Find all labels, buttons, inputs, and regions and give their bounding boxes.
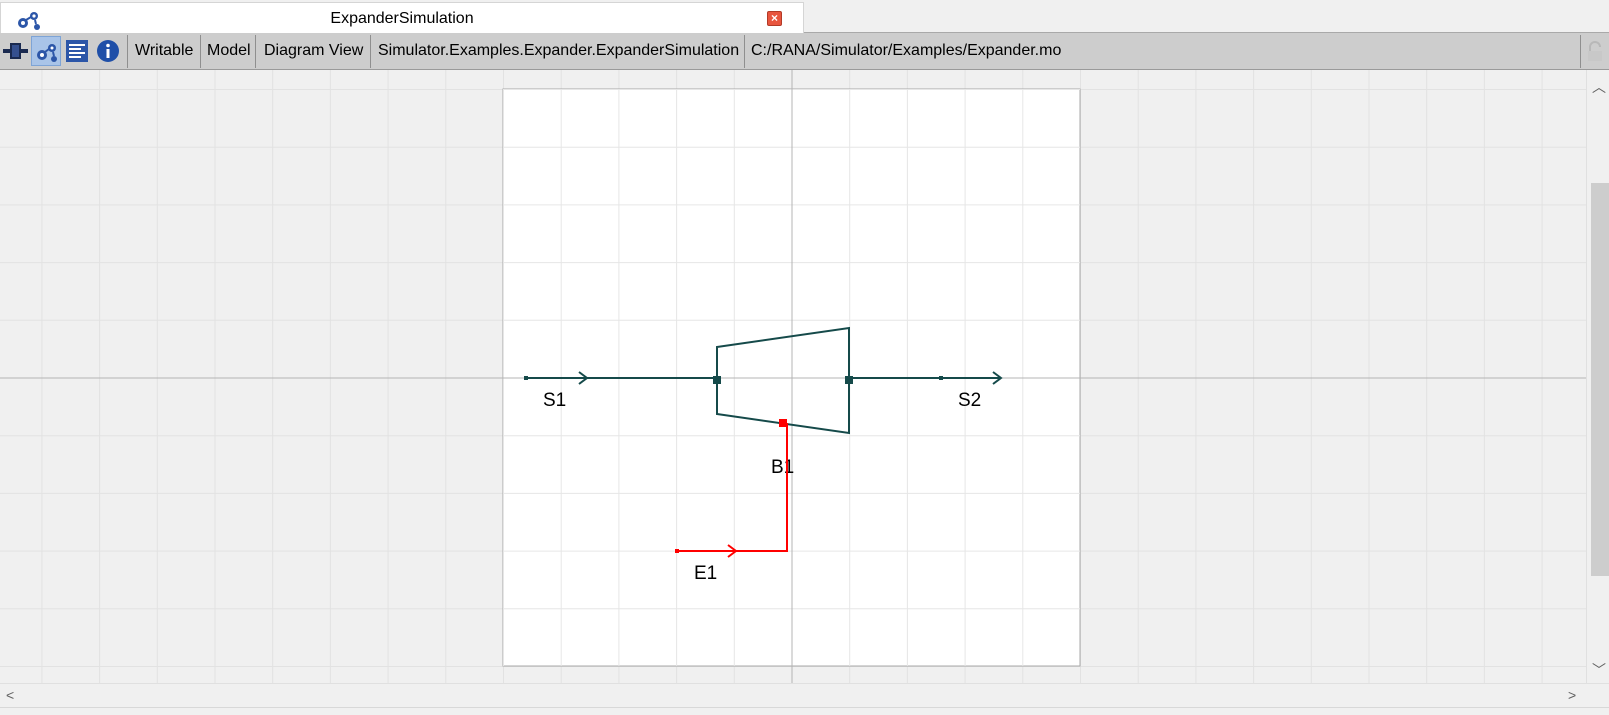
diagram-icon [37, 44, 57, 62]
toolbar-separator [1580, 35, 1581, 68]
info-icon [97, 40, 119, 62]
chevron-up-icon[interactable]: ︿ [1592, 79, 1606, 95]
component-b1[interactable]: B1 [713, 326, 853, 478]
axes [0, 70, 1586, 683]
status-strip [0, 707, 1609, 715]
file-path-label: C:/RANA/Simulator/Examples/Expander.mo [751, 42, 1062, 59]
arrow-right-icon [992, 371, 1003, 385]
toolbar-separator [744, 35, 745, 68]
toolbar-separator [255, 35, 256, 68]
tab-strip: ExpanderSimulation × [0, 0, 1609, 34]
s2-port-icon [939, 376, 943, 380]
toolbar-separator [370, 35, 371, 68]
tab-title: ExpanderSimulation [330, 10, 474, 27]
lock-icon[interactable] [1586, 41, 1604, 63]
chevron-left-icon[interactable]: < [6, 687, 15, 703]
icon-view-button[interactable] [0, 36, 30, 66]
access-label: Writable [135, 42, 194, 59]
vertical-scrollbar[interactable]: ︿ ﹀ [1586, 70, 1609, 683]
diagram-view-button[interactable] [31, 36, 61, 66]
component-s2[interactable]: S2 [939, 371, 1003, 411]
b1-outlet-port[interactable] [845, 376, 853, 384]
tab-expander-simulation[interactable]: ExpanderSimulation × [0, 2, 804, 34]
s2-label: S2 [958, 390, 981, 411]
chevron-down-icon[interactable]: ﹀ [1592, 662, 1606, 678]
diagram-icon [15, 7, 43, 31]
connection-e1-b1[interactable] [677, 423, 788, 552]
e1-label: E1 [694, 563, 717, 584]
b1-inlet-port[interactable] [713, 376, 721, 384]
close-icon[interactable]: × [767, 11, 782, 26]
diagram-svg: S1 S2 B1 E1 [0, 70, 1586, 683]
text-view-button[interactable] [62, 36, 92, 66]
class-type-label: Model [207, 42, 251, 59]
b1-power-port[interactable] [779, 419, 787, 427]
arrow-right-icon [578, 371, 589, 385]
e1-port-icon [675, 549, 679, 553]
connector-icon [3, 43, 28, 59]
arrow-right-icon [727, 544, 738, 558]
toolbar-separator [200, 35, 201, 68]
b1-label: B1 [771, 457, 794, 478]
documentation-view-button[interactable] [93, 36, 123, 66]
s1-port-icon [524, 376, 528, 380]
power-connection[interactable] [677, 423, 788, 552]
model-toolbar: Writable Model Diagram View Simulator.Ex… [0, 33, 1609, 70]
component-s1[interactable]: S1 [524, 371, 589, 411]
toolbar-separator [127, 35, 128, 68]
chevron-right-icon[interactable]: > [1568, 687, 1577, 703]
vertical-scroll-thumb[interactable] [1591, 183, 1609, 576]
component-e1[interactable]: E1 [675, 544, 738, 584]
view-mode-label: Diagram View [264, 42, 364, 59]
expander-body-icon [716, 326, 850, 435]
diagram-canvas[interactable]: S1 S2 B1 E1 [0, 70, 1586, 683]
horizontal-scrollbar[interactable]: < > [0, 683, 1609, 707]
model-path-label: Simulator.Examples.Expander.ExpanderSimu… [378, 42, 740, 59]
text-lines-icon [66, 40, 88, 62]
s1-label: S1 [543, 390, 566, 411]
